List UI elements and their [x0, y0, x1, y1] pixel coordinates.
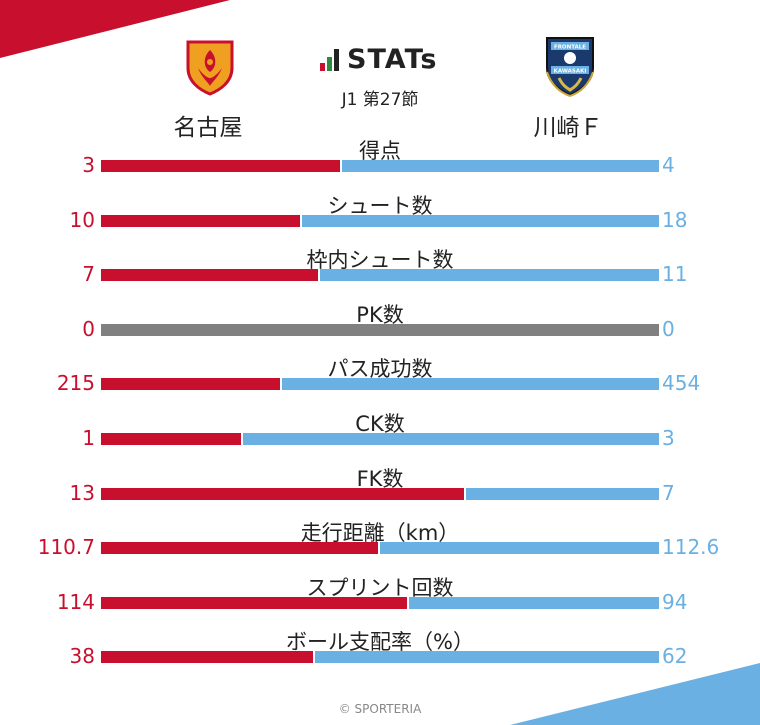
stat-row: 得点 3 4 [0, 139, 760, 195]
comparison-bar [101, 323, 659, 336]
comparison-bar [101, 269, 659, 282]
stat-row: 枠内シュート数 7 11 [0, 248, 760, 304]
comparison-bar [101, 651, 659, 664]
home-value: 7 [82, 262, 95, 287]
stat-row: FK数 13 7 [0, 467, 760, 523]
away-bar-segment [300, 214, 659, 227]
away-value: 454 [662, 371, 701, 396]
away-bar-segment [280, 378, 659, 391]
away-value: 3 [662, 426, 675, 450]
away-value: 0 [662, 316, 675, 341]
home-bar-segment [101, 542, 378, 555]
stat-label: CK数 [355, 412, 405, 436]
away-bar-segment [406, 596, 659, 609]
home-bar-segment [101, 651, 314, 664]
svg-text:FRONTALE: FRONTALE [554, 45, 586, 51]
stat-row: シュート数 10 18 [0, 194, 760, 250]
home-value: 1 [82, 426, 95, 450]
comparison-bar [101, 214, 659, 227]
header: STATs J1 第27節 名古屋 FRONTALE KAWASAKI 川崎Ｆ [0, 0, 760, 141]
stat-label: 走行距離（km） [300, 521, 460, 546]
home-bar-segment [101, 160, 341, 172]
home-team-name: 名古屋 [173, 115, 243, 141]
stat-label: パス成功数 [327, 357, 433, 382]
home-bar-segment [101, 487, 464, 500]
stat-row: ボール支配率（%） 38 62 [0, 630, 760, 686]
away-value: 94 [662, 589, 688, 614]
away-value: 18 [662, 207, 688, 232]
copyright-footer: © SPORTERIA [338, 702, 422, 716]
home-team-crest-icon [186, 40, 234, 96]
home-bar-segment [101, 596, 407, 609]
comparison-bar [101, 596, 659, 609]
round-label: J1 第27節 [341, 90, 419, 110]
brand-title: STATs [347, 44, 438, 75]
home-value: 10 [69, 207, 95, 232]
comparison-bar [101, 433, 659, 445]
away-bar-segment [313, 651, 659, 664]
comparison-bar [101, 542, 659, 555]
away-team-crest-icon: FRONTALE KAWASAKI [546, 37, 594, 97]
stat-row: スプリント回数 114 94 [0, 576, 760, 632]
stat-row: CK数 1 3 [0, 412, 760, 468]
home-bar-segment [101, 214, 301, 227]
away-team-name: 川崎Ｆ [533, 115, 603, 141]
home-value: 114 [56, 589, 95, 614]
home-value: 215 [56, 371, 95, 396]
home-value: 110.7 [37, 535, 95, 560]
away-value: 4 [662, 153, 675, 177]
stats-logo: STATs [320, 44, 437, 75]
home-bar-segment [101, 269, 319, 282]
home-value: 3 [82, 153, 95, 177]
stat-row: 走行距離（km） 110.7 112.6 [0, 521, 760, 577]
home-value: 0 [82, 316, 95, 341]
away-value: 112.6 [662, 535, 720, 560]
stat-label: 枠内シュート数 [306, 248, 454, 273]
away-bar-segment [377, 542, 659, 555]
stat-label: スプリント回数 [306, 575, 454, 600]
home-value: 13 [69, 480, 95, 505]
away-bar-segment [463, 487, 659, 500]
stat-row: パス成功数 215 454 [0, 357, 760, 413]
stat-label: FK数 [356, 466, 404, 491]
away-bar-segment [340, 160, 659, 172]
away-value: 7 [662, 480, 675, 505]
away-value: 11 [662, 262, 688, 287]
bar-chart-icon [320, 48, 339, 71]
home-value: 38 [69, 644, 95, 669]
stat-row: PK数 0 0 [0, 303, 760, 359]
comparison-bar [101, 378, 659, 391]
comparison-bar [101, 487, 659, 500]
comparison-bar [101, 160, 659, 172]
stat-label: シュート数 [327, 193, 433, 218]
away-value: 62 [662, 644, 688, 669]
stat-label: ボール支配率（%） [286, 630, 474, 655]
away-bar-segment [318, 269, 659, 282]
home-bar-segment [101, 323, 659, 336]
svg-text:KAWASAKI: KAWASAKI [554, 69, 587, 75]
corner-decoration-blue [510, 663, 760, 725]
stat-label: PK数 [356, 302, 404, 327]
away-bar-segment [240, 433, 659, 445]
stat-label: 得点 [359, 139, 401, 163]
home-bar-segment [101, 378, 281, 391]
home-bar-segment [101, 433, 241, 445]
